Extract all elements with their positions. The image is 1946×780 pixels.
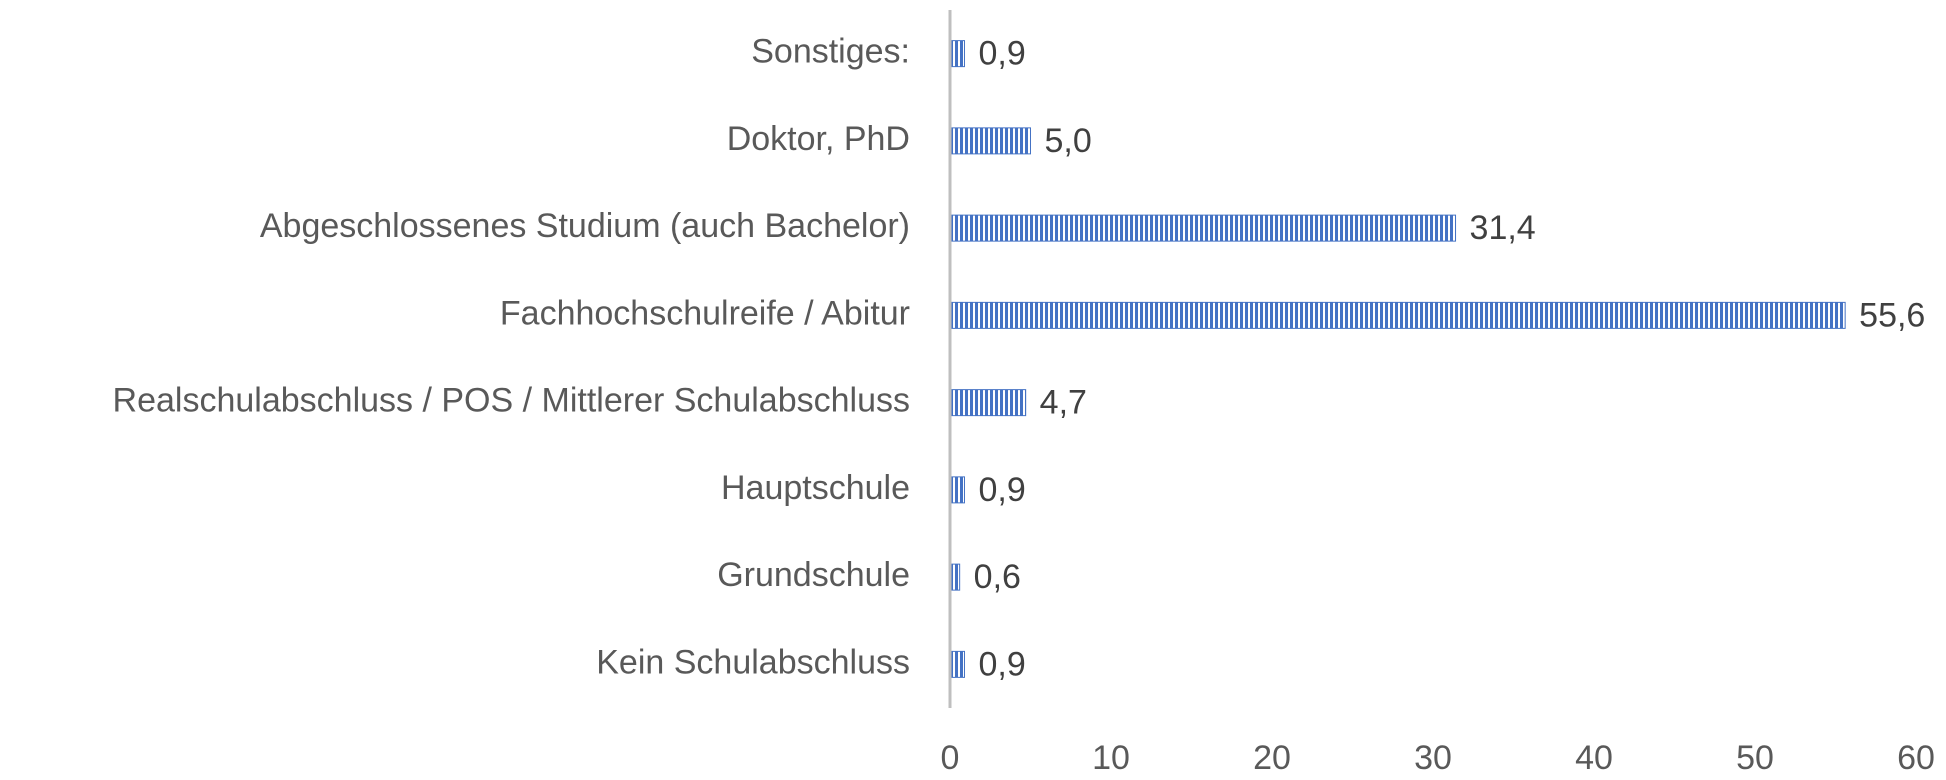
data-label: 0,9	[978, 471, 1025, 509]
data-label: 0,9	[978, 35, 1025, 73]
bar	[949, 127, 1031, 155]
x-tick-label: 0	[941, 739, 960, 777]
data-label: 0,9	[978, 645, 1025, 683]
x-tick-label: 20	[1253, 739, 1291, 777]
bar	[949, 476, 965, 504]
y-tick-label: Grundschule	[717, 556, 910, 594]
data-label: 0,6	[974, 558, 1021, 596]
x-tick-label: 10	[1092, 739, 1130, 777]
y-tick-label: Abgeschlossenes Studium (auch Bachelor)	[260, 207, 910, 245]
x-tick-label: 50	[1736, 739, 1774, 777]
bar	[949, 389, 1027, 417]
y-tick-label: Hauptschule	[721, 469, 910, 507]
y-tick-label: Realschulabschluss / POS / Mittlerer Sch…	[113, 382, 910, 420]
y-tick-label: Kein Schulabschluss	[596, 643, 910, 681]
y-tick-label: Sonstiges:	[751, 33, 910, 71]
data-label: 55,6	[1859, 296, 1925, 334]
y-tick-label: Doktor, PhD	[727, 120, 910, 158]
data-label: 4,7	[1040, 384, 1087, 422]
y-tick-label: Fachhochschulreife / Abitur	[500, 294, 910, 332]
x-tick-label: 60	[1897, 739, 1935, 777]
x-tick-label: 40	[1575, 739, 1613, 777]
bar	[949, 301, 1846, 329]
data-label: 5,0	[1045, 122, 1092, 160]
bar	[949, 650, 965, 678]
bar	[949, 214, 1457, 242]
data-label: 31,4	[1470, 209, 1536, 247]
bar	[949, 40, 965, 68]
x-tick-label: 30	[1414, 739, 1452, 777]
